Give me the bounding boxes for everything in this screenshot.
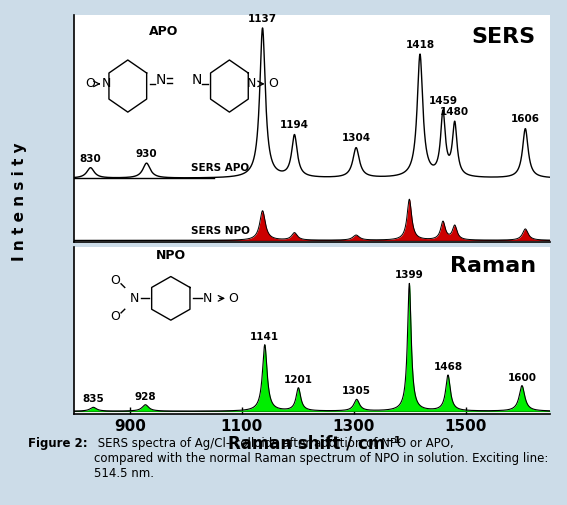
Text: I n t e n s i t y: I n t e n s i t y bbox=[12, 143, 27, 261]
Text: N: N bbox=[129, 292, 139, 305]
Text: O: O bbox=[84, 77, 95, 90]
Text: Raman: Raman bbox=[450, 256, 536, 276]
Text: Figure 2:: Figure 2: bbox=[28, 437, 88, 450]
Text: SERS: SERS bbox=[472, 27, 536, 46]
Text: 1304: 1304 bbox=[341, 133, 371, 143]
Text: 1141: 1141 bbox=[250, 332, 280, 342]
Text: Raman shift / cm⁻¹: Raman shift / cm⁻¹ bbox=[228, 434, 401, 452]
Text: N: N bbox=[101, 77, 111, 90]
Text: 1201: 1201 bbox=[284, 375, 313, 385]
Text: N: N bbox=[192, 73, 202, 86]
Text: SERS NPO: SERS NPO bbox=[192, 226, 250, 236]
Text: SERS spectra of Ag/Cl- colloids after addition of NPO or APO,
compared with the : SERS spectra of Ag/Cl- colloids after ad… bbox=[94, 437, 548, 480]
Text: NPO: NPO bbox=[156, 249, 186, 262]
Text: 1480: 1480 bbox=[440, 107, 469, 117]
Text: 1399: 1399 bbox=[395, 271, 424, 280]
Text: 1305: 1305 bbox=[342, 386, 371, 396]
Text: N: N bbox=[247, 77, 256, 90]
Text: O: O bbox=[268, 77, 278, 90]
Text: 1606: 1606 bbox=[511, 115, 540, 124]
Text: O: O bbox=[111, 310, 120, 323]
Text: O: O bbox=[229, 292, 238, 305]
Text: N: N bbox=[203, 292, 213, 305]
Text: N: N bbox=[155, 73, 166, 86]
Text: 1137: 1137 bbox=[248, 14, 277, 24]
Text: 1468: 1468 bbox=[433, 362, 463, 372]
Text: 830: 830 bbox=[79, 154, 101, 164]
Text: 1459: 1459 bbox=[429, 96, 458, 106]
Text: SERS APO: SERS APO bbox=[192, 163, 249, 173]
Text: 835: 835 bbox=[82, 394, 104, 405]
Text: 930: 930 bbox=[136, 149, 158, 159]
Text: 1194: 1194 bbox=[280, 120, 309, 130]
Text: 1418: 1418 bbox=[405, 40, 434, 50]
Text: 1600: 1600 bbox=[507, 373, 536, 383]
Text: APO: APO bbox=[149, 25, 179, 38]
Text: O: O bbox=[111, 274, 120, 287]
Text: 928: 928 bbox=[134, 392, 156, 402]
